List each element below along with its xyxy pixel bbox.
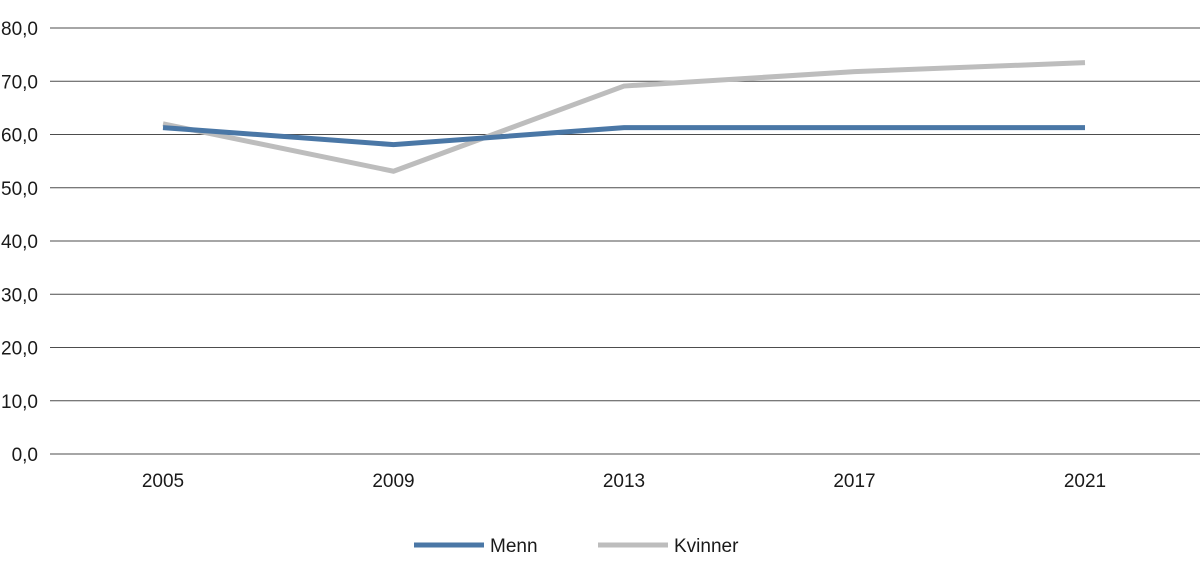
gridlines — [50, 27, 1200, 455]
y-tick-label: 60,0 — [1, 126, 38, 147]
y-tick-label: 80,0 — [1, 19, 38, 40]
legend-label-menn: Menn — [490, 536, 538, 557]
y-tick-label: 30,0 — [1, 285, 38, 306]
y-tick-label: 50,0 — [1, 179, 38, 200]
series-line-kvinner — [162, 60, 1086, 174]
y-tick-label: 40,0 — [1, 232, 38, 253]
y-axis-tick-labels: 0,0 10,0 20,0 30,0 40,0 50,0 60,0 70,0 80,0 — [1, 19, 38, 466]
y-tick-label: 20,0 — [1, 339, 38, 360]
legend: Menn Kvinner — [414, 536, 739, 557]
legend-label-kvinner: Kvinner — [674, 536, 739, 557]
x-tick-label: 2021 — [1064, 471, 1106, 492]
y-tick-label: 10,0 — [1, 392, 38, 413]
x-tick-label: 2017 — [833, 471, 875, 492]
x-tick-label: 2013 — [603, 471, 645, 492]
x-tick-label: 2009 — [372, 471, 414, 492]
x-tick-label: 2005 — [142, 471, 184, 492]
y-tick-label: 0,0 — [12, 445, 38, 466]
x-axis-tick-labels: 2005 2009 2013 2017 2021 — [142, 471, 1106, 492]
y-tick-label: 70,0 — [1, 72, 38, 93]
series-lines — [162, 60, 1086, 174]
series-line-menn — [162, 125, 1085, 148]
